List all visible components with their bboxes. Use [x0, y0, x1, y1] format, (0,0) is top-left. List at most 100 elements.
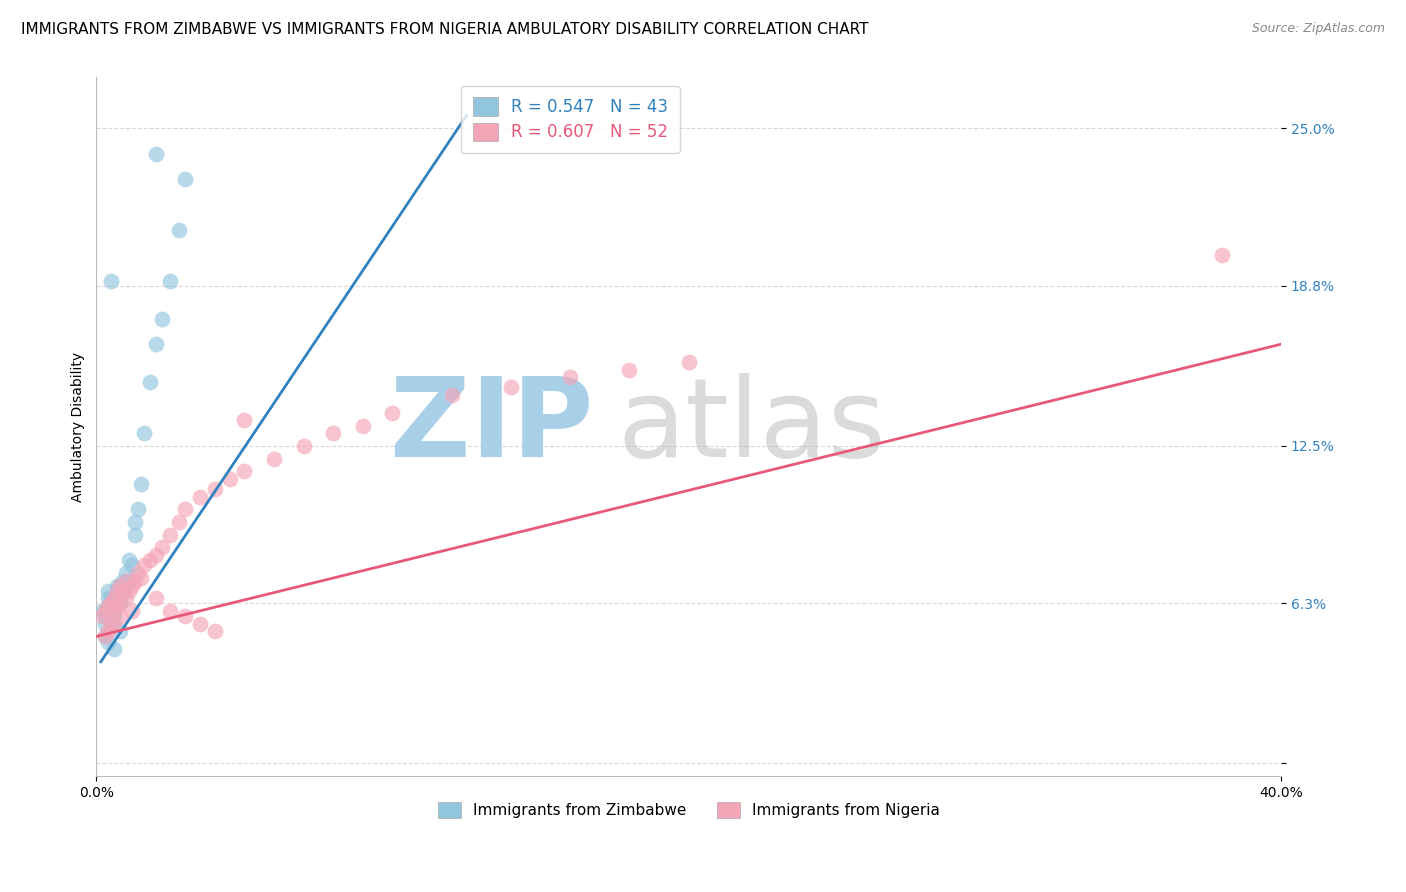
Point [94, 629, 117, 643]
Point [233, 464, 256, 478]
Point [322, 426, 344, 441]
Point [115, 574, 138, 588]
Point [118, 553, 141, 567]
Point [91, 609, 114, 624]
Point [145, 146, 167, 161]
Point [100, 274, 122, 288]
Point [103, 591, 125, 606]
Point [108, 624, 131, 639]
Point [105, 591, 128, 606]
Text: Source: ZipAtlas.com: Source: ZipAtlas.com [1251, 22, 1385, 36]
Point [103, 642, 125, 657]
Point [94, 604, 117, 618]
Point [159, 274, 181, 288]
Point [150, 541, 173, 555]
Point [97, 599, 120, 613]
Y-axis label: Ambulatory Disability: Ambulatory Disability [72, 351, 86, 502]
Point [100, 591, 122, 606]
Point [169, 223, 191, 237]
Point [115, 566, 138, 580]
Point [124, 574, 146, 588]
Point [100, 599, 122, 613]
Point [127, 502, 149, 516]
Point [145, 337, 167, 351]
Point [132, 426, 155, 441]
Point [111, 574, 134, 588]
Point [127, 566, 149, 580]
Point [204, 624, 226, 639]
Point [169, 515, 191, 529]
Text: ZIP: ZIP [391, 374, 593, 480]
Point [115, 591, 138, 606]
Point [150, 311, 173, 326]
Point [108, 609, 131, 624]
Point [100, 604, 122, 618]
Text: atlas: atlas [617, 374, 886, 480]
Point [108, 591, 131, 606]
Point [138, 376, 160, 390]
Point [97, 599, 120, 613]
Point [204, 482, 226, 496]
Point [103, 604, 125, 618]
Point [138, 553, 160, 567]
Point [174, 172, 197, 186]
Point [678, 355, 700, 369]
Point [263, 451, 285, 466]
Point [499, 380, 522, 394]
Point [97, 583, 120, 598]
Point [440, 388, 463, 402]
Point [218, 472, 240, 486]
Point [108, 579, 131, 593]
Point [100, 616, 122, 631]
Point [108, 579, 131, 593]
Point [94, 616, 117, 631]
Point [105, 583, 128, 598]
Point [100, 596, 122, 610]
Point [94, 629, 117, 643]
Point [118, 583, 141, 598]
Point [121, 558, 143, 573]
Point [124, 515, 146, 529]
Point [111, 583, 134, 598]
Point [103, 616, 125, 631]
Point [121, 579, 143, 593]
Point [108, 596, 131, 610]
Point [97, 634, 120, 648]
Point [619, 362, 641, 376]
Point [292, 439, 315, 453]
Point [1211, 248, 1233, 262]
Point [100, 616, 122, 631]
Point [159, 528, 181, 542]
Point [129, 477, 152, 491]
Point [129, 571, 152, 585]
Point [108, 596, 131, 610]
Point [560, 370, 582, 384]
Point [105, 599, 128, 613]
Point [145, 591, 167, 606]
Point [188, 490, 211, 504]
Point [105, 579, 128, 593]
Point [233, 413, 256, 427]
Point [381, 406, 404, 420]
Point [103, 596, 125, 610]
Text: IMMIGRANTS FROM ZIMBABWE VS IMMIGRANTS FROM NIGERIA AMBULATORY DISABILITY CORREL: IMMIGRANTS FROM ZIMBABWE VS IMMIGRANTS F… [21, 22, 869, 37]
Point [352, 418, 374, 433]
Point [105, 583, 128, 598]
Point [97, 591, 120, 606]
Point [124, 528, 146, 542]
Point [145, 548, 167, 562]
Point [115, 579, 138, 593]
Point [111, 583, 134, 598]
Point [103, 604, 125, 618]
Point [132, 558, 155, 573]
Point [121, 604, 143, 618]
Point [97, 624, 120, 639]
Point [103, 609, 125, 624]
Point [174, 502, 197, 516]
Legend: Immigrants from Zimbabwe, Immigrants from Nigeria: Immigrants from Zimbabwe, Immigrants fro… [432, 796, 946, 824]
Point [118, 574, 141, 588]
Point [94, 609, 117, 624]
Point [188, 616, 211, 631]
Point [91, 604, 114, 618]
Point [159, 604, 181, 618]
